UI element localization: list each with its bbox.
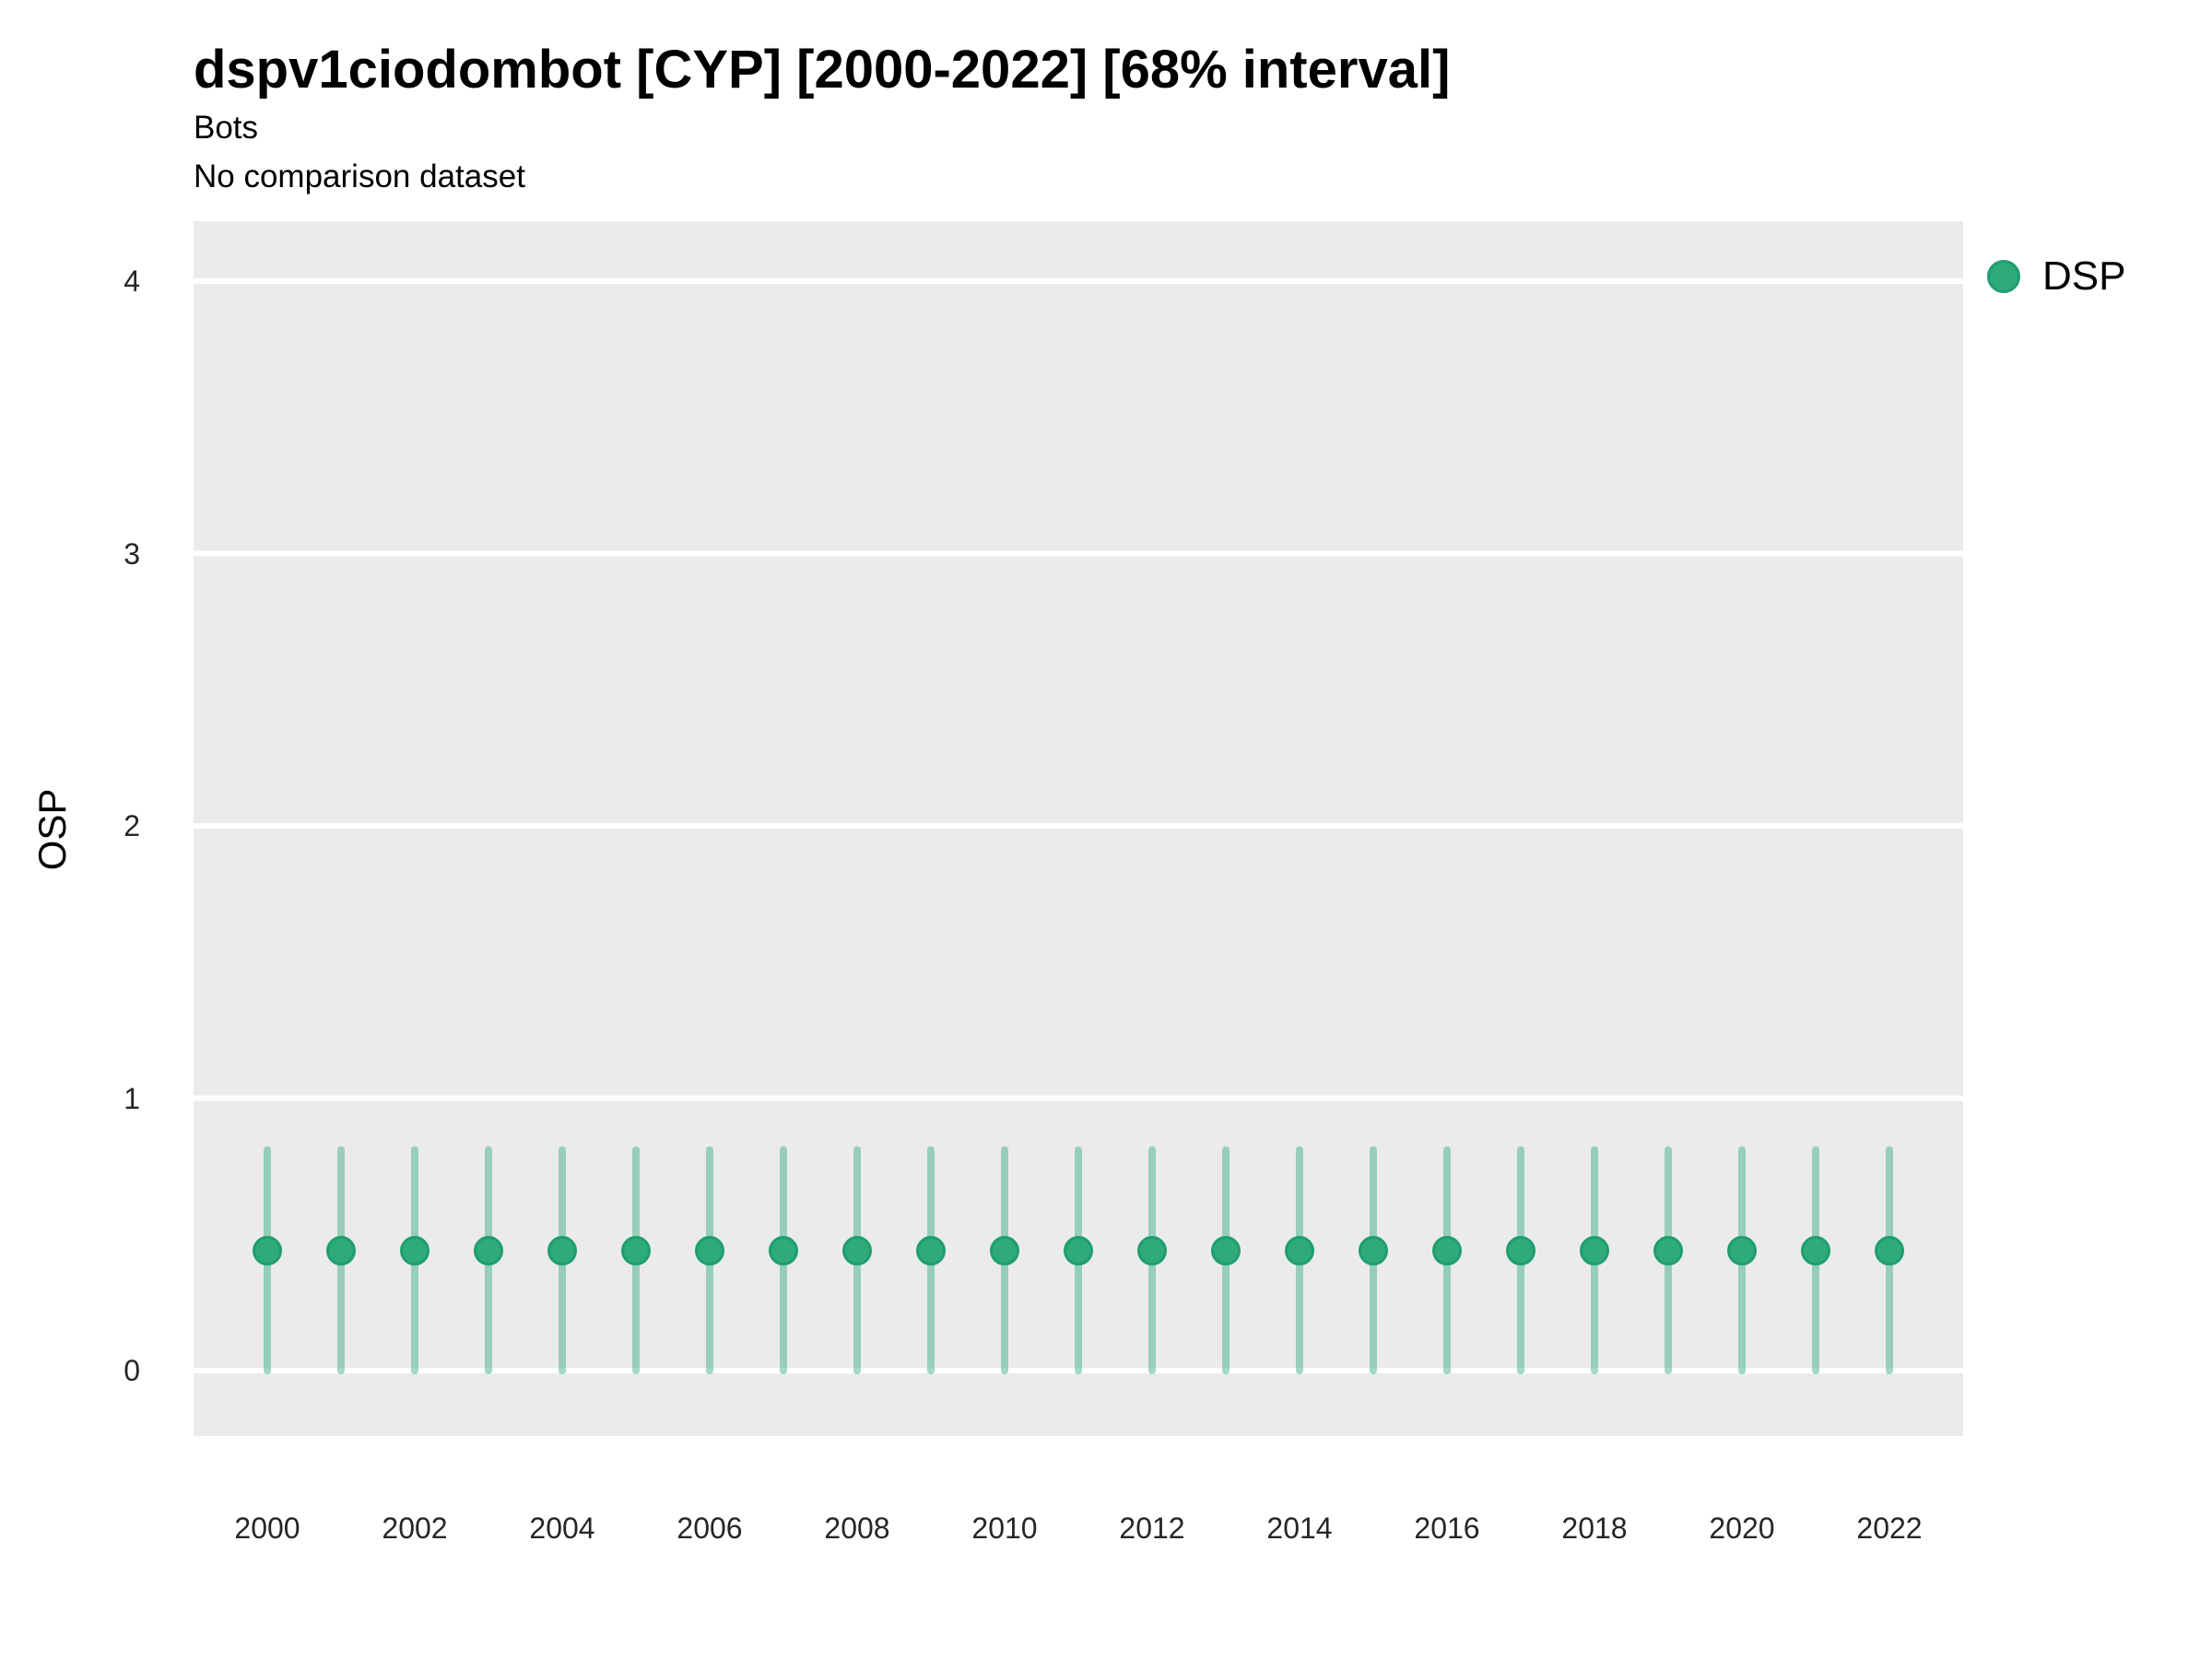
data-point-2018 — [1580, 1236, 1609, 1266]
x-tick-label-2018: 2018 — [1561, 1512, 1628, 1545]
x-tick-label-2006: 2006 — [677, 1512, 743, 1545]
y-tick-label-2: 2 — [124, 809, 140, 843]
x-tick-label-2002: 2002 — [382, 1512, 448, 1545]
x-tick-label-2022: 2022 — [1856, 1512, 1923, 1545]
x-tick-label-2010: 2010 — [971, 1512, 1038, 1545]
data-point-2007 — [769, 1236, 798, 1266]
data-point-2005 — [621, 1236, 651, 1266]
data-point-2006 — [695, 1236, 724, 1266]
gridline-y-2 — [194, 823, 1963, 830]
plot-panel — [194, 221, 1963, 1436]
data-point-2022 — [1875, 1236, 1904, 1266]
gridline-y-3 — [194, 550, 1963, 557]
y-tick-label-0: 0 — [124, 1354, 140, 1388]
data-point-2012 — [1137, 1236, 1167, 1266]
data-point-2015 — [1359, 1236, 1388, 1266]
data-point-2008 — [842, 1236, 872, 1266]
legend-point-icon — [1987, 260, 2020, 293]
data-point-2003 — [474, 1236, 503, 1266]
chart-title: dspv1ciodombot [CYP] [2000-2022] [68% in… — [194, 40, 1451, 100]
x-tick-label-2000: 2000 — [234, 1512, 300, 1545]
x-tick-label-2016: 2016 — [1414, 1512, 1480, 1545]
x-tick-label-2014: 2014 — [1266, 1512, 1333, 1545]
data-point-2020 — [1727, 1236, 1757, 1266]
gridline-y-1 — [194, 1095, 1963, 1101]
gridline-y-0 — [194, 1368, 1963, 1374]
data-point-2001 — [326, 1236, 356, 1266]
data-point-2017 — [1506, 1236, 1535, 1266]
data-point-2016 — [1432, 1236, 1462, 1266]
gridline-y-4 — [194, 278, 1963, 285]
data-point-2013 — [1211, 1236, 1241, 1266]
y-tick-label-1: 1 — [124, 1081, 140, 1115]
chart-subtitle-secondary: No comparison dataset — [194, 159, 525, 194]
data-point-2002 — [400, 1236, 429, 1266]
legend: DSP — [1987, 247, 2125, 306]
x-tick-label-2004: 2004 — [529, 1512, 595, 1545]
y-tick-label-3: 3 — [124, 536, 140, 571]
x-tick-label-2012: 2012 — [1119, 1512, 1185, 1545]
data-point-2011 — [1064, 1236, 1093, 1266]
data-point-2021 — [1801, 1236, 1830, 1266]
data-point-2010 — [990, 1236, 1019, 1266]
chart-subtitle: Bots — [194, 110, 259, 146]
data-point-2014 — [1285, 1236, 1314, 1266]
data-point-2000 — [253, 1236, 282, 1266]
x-tick-label-2008: 2008 — [824, 1512, 890, 1545]
y-tick-label-4: 4 — [124, 265, 140, 298]
legend-label: DSP — [2042, 253, 2126, 299]
data-point-2004 — [547, 1236, 577, 1266]
x-tick-label-2020: 2020 — [1709, 1512, 1775, 1545]
data-point-2009 — [916, 1236, 946, 1266]
data-point-2019 — [1653, 1236, 1683, 1266]
plot-area-svg — [194, 278, 1963, 1375]
